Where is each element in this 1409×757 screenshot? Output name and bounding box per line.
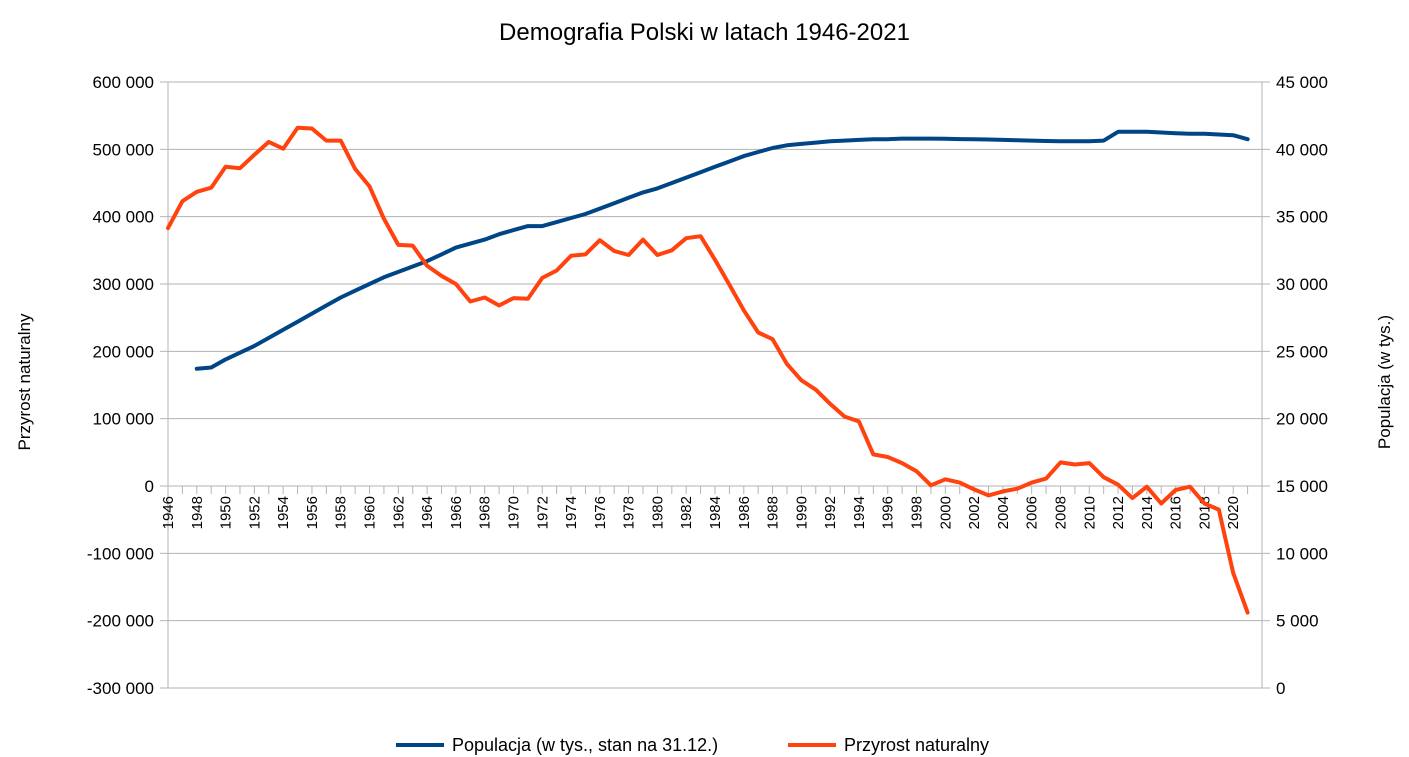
right-tick-label: 40 000 xyxy=(1276,140,1328,159)
left-tick-label: 600 000 xyxy=(93,73,154,92)
x-tick-label: 2008 xyxy=(1052,496,1069,529)
x-tick-label: 1950 xyxy=(218,496,235,529)
x-tick-label: 1980 xyxy=(649,496,666,529)
x-tick-label: 1946 xyxy=(160,496,177,529)
x-tick-label: 1972 xyxy=(534,496,551,529)
x-tick-label: 1958 xyxy=(333,496,350,529)
series-lines xyxy=(166,125,1250,615)
x-tick-label: 1990 xyxy=(793,496,810,529)
right-tick-label: 10 000 xyxy=(1276,544,1328,563)
x-tick-label: 1984 xyxy=(707,496,724,529)
x-tick-label: 1968 xyxy=(477,496,494,529)
right-tick-label: 15 000 xyxy=(1276,477,1328,496)
left-axis-ticks: 600 000 500 000 400 000 300 000 200 000 100 0… xyxy=(87,73,168,698)
x-tick-label: 1978 xyxy=(621,496,638,529)
grid-lines xyxy=(168,81,1262,689)
x-tick-label: 1954 xyxy=(275,496,292,529)
right-tick-label: 30 000 xyxy=(1276,275,1328,294)
x-tick-label: 1956 xyxy=(304,496,321,529)
x-tick-label: 1960 xyxy=(362,496,379,529)
left-tick-label: 0 xyxy=(145,477,154,496)
x-tick-label: 1986 xyxy=(736,496,753,529)
x-tick-label: 2014 xyxy=(1139,496,1156,529)
right-tick-label: 0 xyxy=(1276,679,1285,698)
left-tick-label: 400 000 xyxy=(93,208,154,227)
legend-label: Populacja (w tys., stan na 31.12.) xyxy=(452,735,718,755)
chart-title: Demografia Polski w latach 1946-2021 xyxy=(499,19,910,46)
left-tick-label: 200 000 xyxy=(93,342,154,361)
left-tick-label: 500 000 xyxy=(93,140,154,159)
right-tick-label: 45 000 xyxy=(1276,73,1328,92)
x-tick-label: 2012 xyxy=(1110,496,1127,529)
x-tick-label: 1996 xyxy=(880,496,897,529)
right-axis-ticks: 45 000 40 000 35 000 30 000 25 000 20 000 15 0… xyxy=(1262,73,1328,698)
left-tick-label: -100 000 xyxy=(87,544,154,563)
right-tick-label: 35 000 xyxy=(1276,208,1328,227)
x-tick-label: 2004 xyxy=(995,496,1012,529)
legend-label: Przyrost naturalny xyxy=(844,735,989,755)
x-tick-label: 1948 xyxy=(189,496,206,529)
right-tick-label: 25 000 xyxy=(1276,342,1328,361)
x-tick-label: 1952 xyxy=(246,496,263,529)
series-line xyxy=(194,129,1250,371)
x-tick-label: 2006 xyxy=(1024,496,1041,529)
legend: Populacja (w tys., stan na 31.12.) Przyro… xyxy=(396,735,989,755)
right-tick-label: 20 000 xyxy=(1276,410,1328,429)
x-tick-label: 1974 xyxy=(563,496,580,529)
x-axis-ticks: 1946 1948 1950 1952 1954 1956 1958 1960 1962 1964… xyxy=(160,486,1249,529)
axes xyxy=(167,82,1263,688)
left-tick-label: 100 000 xyxy=(93,410,154,429)
x-tick-label: 2018 xyxy=(1196,496,1213,529)
x-tick-label: 1988 xyxy=(765,496,782,529)
x-tick-label: 2020 xyxy=(1225,496,1242,529)
right-axis-label: Populacja (w tys.) xyxy=(1375,315,1394,449)
x-tick-label: 2016 xyxy=(1168,496,1185,529)
x-tick-label: 2010 xyxy=(1081,496,1098,529)
series-line xyxy=(166,125,1250,615)
left-axis-label: Przyrost naturalny xyxy=(15,313,34,450)
x-tick-label: 1994 xyxy=(851,496,868,529)
x-tick-label: 1970 xyxy=(505,496,522,529)
right-tick-label: 5 000 xyxy=(1276,612,1319,631)
left-tick-label: 300 000 xyxy=(93,275,154,294)
x-tick-label: 1964 xyxy=(419,496,436,529)
x-tick-label: 1966 xyxy=(448,496,465,529)
left-tick-label: -300 000 xyxy=(87,679,154,698)
x-tick-label: 1992 xyxy=(822,496,839,529)
x-tick-label: 1998 xyxy=(909,496,926,529)
left-tick-label: -200 000 xyxy=(87,612,154,631)
x-tick-label: 1982 xyxy=(678,496,695,529)
x-tick-label: 2002 xyxy=(966,496,983,529)
x-tick-label: 2000 xyxy=(937,496,954,529)
x-tick-label: 1962 xyxy=(390,496,407,529)
x-tick-label: 1976 xyxy=(592,496,609,529)
